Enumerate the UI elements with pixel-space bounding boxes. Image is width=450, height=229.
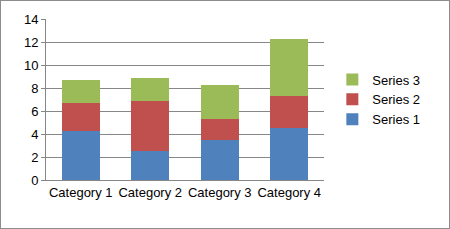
svg-text:Series 2: Series 2	[372, 92, 420, 107]
svg-text:2: 2	[31, 150, 38, 165]
svg-text:4: 4	[31, 127, 38, 142]
svg-text:8: 8	[31, 81, 38, 96]
svg-text:Series 1: Series 1	[372, 112, 420, 127]
svg-text:Category 4: Category 4	[257, 185, 321, 200]
svg-text:10: 10	[24, 58, 38, 73]
svg-text:Category 3: Category 3	[188, 185, 252, 200]
svg-text:0: 0	[31, 173, 38, 188]
svg-text:Series 3: Series 3	[372, 73, 420, 88]
svg-text:Category 2: Category 2	[118, 185, 182, 200]
svg-text:Category 1: Category 1	[49, 185, 113, 200]
svg-text:6: 6	[31, 104, 38, 119]
svg-text:14: 14	[24, 12, 38, 27]
svg-text:12: 12	[24, 35, 38, 50]
